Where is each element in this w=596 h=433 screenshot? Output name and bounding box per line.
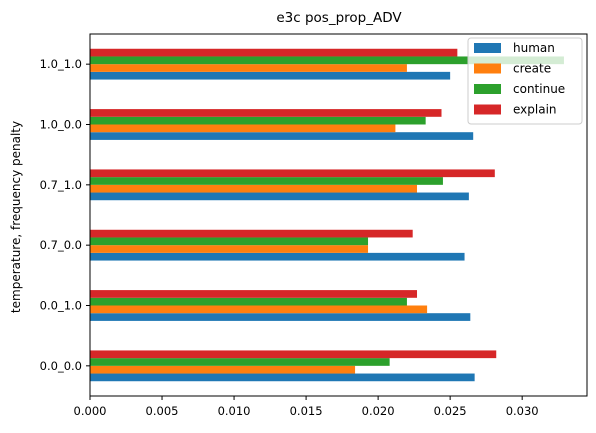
x-tick-label: 0.025: [434, 404, 467, 418]
bar-continue-1.0_0.0: [90, 117, 426, 125]
y-axis-label: temperature, frequency penalty: [9, 121, 23, 313]
legend-swatch-explain: [474, 105, 501, 115]
legend: human create continue explain: [468, 38, 582, 124]
y-tick-label: 1.0_1.0: [40, 57, 82, 71]
legend-swatch-create: [474, 64, 501, 74]
bar-human-0.0_0.0: [90, 374, 475, 382]
y-tick-label: 0.0_0.0: [40, 359, 82, 373]
legend-label-explain: explain: [513, 103, 557, 117]
x-tick-label: 0.015: [290, 404, 323, 418]
bar-human-0.7_0.0: [90, 253, 465, 261]
legend-label-create: create: [513, 62, 551, 76]
x-tick-label: 0.005: [146, 404, 179, 418]
legend-label-continue: continue: [513, 82, 565, 96]
bar-continue-0.7_1.0: [90, 177, 443, 185]
bar-create-0.0_0.0: [90, 366, 355, 374]
x-tick-label: 0.020: [362, 404, 395, 418]
bar-explain-0.0_1.0: [90, 290, 417, 298]
bar-create-0.7_1.0: [90, 185, 417, 193]
bar-create-1.0_0.0: [90, 125, 395, 133]
bar-explain-1.0_0.0: [90, 109, 442, 117]
bar-continue-0.7_0.0: [90, 237, 368, 245]
bar-explain-1.0_1.0: [90, 49, 457, 57]
x-tick-label: 0.010: [218, 404, 251, 418]
bar-create-0.7_0.0: [90, 245, 368, 253]
bar-human-0.7_1.0: [90, 193, 469, 201]
x-tick-label: 0.000: [74, 404, 107, 418]
bar-human-1.0_0.0: [90, 132, 473, 140]
bar-human-1.0_1.0: [90, 72, 450, 80]
chart-title: e3c pos_prop_ADV: [276, 10, 402, 26]
y-tick-label: 1.0_0.0: [40, 118, 82, 132]
bar-explain-0.7_0.0: [90, 230, 413, 238]
legend-label-human: human: [513, 41, 555, 55]
y-tick-label: 0.7_0.0: [40, 238, 82, 252]
y-tick-label: 0.0_1.0: [40, 299, 82, 313]
bar-continue-0.0_1.0: [90, 298, 407, 306]
bar-create-0.0_1.0: [90, 306, 427, 314]
bar-human-0.0_1.0: [90, 313, 470, 321]
bar-continue-0.0_0.0: [90, 358, 390, 366]
x-tick-label: 0.030: [506, 404, 539, 418]
bar-create-1.0_1.0: [90, 64, 407, 72]
legend-swatch-human: [474, 43, 501, 53]
bar-explain-0.7_1.0: [90, 169, 495, 177]
legend-swatch-continue: [474, 84, 501, 94]
y-tick-label: 0.7_1.0: [40, 178, 82, 192]
bar-explain-0.0_0.0: [90, 350, 496, 358]
